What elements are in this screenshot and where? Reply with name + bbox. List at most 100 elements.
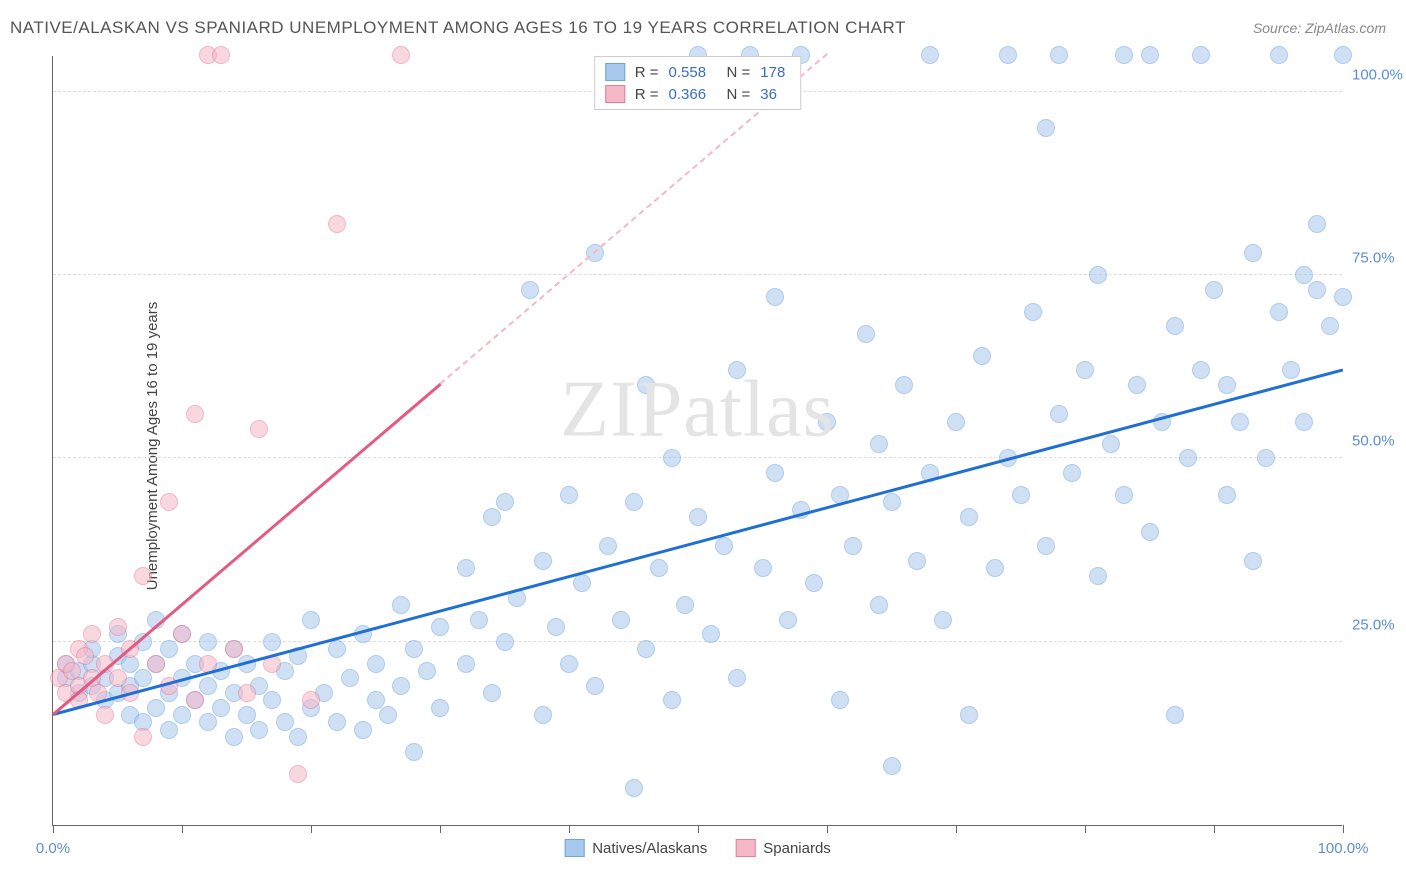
data-point [1179, 449, 1197, 467]
legend-item: Natives/Alaskans [564, 839, 707, 857]
gridline [53, 457, 1342, 458]
legend-row: R =0.366N =36 [605, 83, 791, 105]
x-tick [53, 825, 54, 833]
data-point [1089, 266, 1107, 284]
data-point [728, 361, 746, 379]
data-point [405, 640, 423, 658]
data-point [844, 537, 862, 555]
legend-r-label: R = [635, 86, 659, 103]
data-point [586, 677, 604, 695]
data-point [612, 611, 630, 629]
data-point [1012, 486, 1030, 504]
data-point [160, 640, 178, 658]
data-point [250, 721, 268, 739]
legend-n-value: 36 [760, 86, 790, 103]
y-tick-label: 75.0% [1352, 250, 1406, 267]
data-point [870, 596, 888, 614]
chart-header: NATIVE/ALASKAN VS SPANIARD UNEMPLOYMENT … [10, 18, 1386, 38]
data-point [457, 559, 475, 577]
data-point [831, 691, 849, 709]
data-point [212, 46, 230, 64]
scatter-plot: ZIPatlas R =0.558N =178R =0.366N =36 Nat… [52, 56, 1342, 826]
data-point [973, 347, 991, 365]
data-point [1024, 303, 1042, 321]
legend-n-label: N = [727, 86, 751, 103]
data-point [702, 625, 720, 643]
data-point [960, 706, 978, 724]
data-point [457, 655, 475, 673]
data-point [186, 405, 204, 423]
data-point [766, 288, 784, 306]
data-point [289, 728, 307, 746]
data-point [908, 552, 926, 570]
x-tick-label: 0.0% [36, 840, 70, 857]
trend-line [53, 368, 1344, 715]
data-point [147, 699, 165, 717]
data-point [238, 684, 256, 702]
data-point [1102, 435, 1120, 453]
y-tick-label: 50.0% [1352, 433, 1406, 450]
data-point [663, 691, 681, 709]
data-point [728, 669, 746, 687]
data-point [1244, 552, 1262, 570]
data-point [134, 567, 152, 585]
x-tick [569, 825, 570, 833]
data-point [676, 596, 694, 614]
data-point [1308, 281, 1326, 299]
data-point [225, 640, 243, 658]
data-point [560, 486, 578, 504]
data-point [302, 611, 320, 629]
data-point [1089, 567, 1107, 585]
gridline [53, 641, 1342, 642]
data-point [1076, 361, 1094, 379]
data-point [883, 493, 901, 511]
data-point [483, 684, 501, 702]
data-point [895, 376, 913, 394]
data-point [1270, 46, 1288, 64]
data-point [870, 435, 888, 453]
series-legend: Natives/AlaskansSpaniards [564, 839, 831, 857]
legend-r-value: 0.558 [669, 64, 717, 81]
data-point [1128, 376, 1146, 394]
data-point [341, 669, 359, 687]
chart-source: Source: ZipAtlas.com [1253, 20, 1386, 36]
y-tick-label: 25.0% [1352, 616, 1406, 633]
data-point [483, 508, 501, 526]
data-point [625, 493, 643, 511]
data-point [1063, 464, 1081, 482]
data-point [83, 625, 101, 643]
data-point [418, 662, 436, 680]
legend-swatch [564, 839, 584, 857]
data-point [496, 493, 514, 511]
legend-row: R =0.558N =178 [605, 61, 791, 83]
data-point [199, 713, 217, 731]
data-point [328, 713, 346, 731]
correlation-legend: R =0.558N =178R =0.366N =36 [594, 56, 802, 110]
data-point [96, 706, 114, 724]
x-tick [1214, 825, 1215, 833]
data-point [470, 611, 488, 629]
data-point [431, 618, 449, 636]
data-point [857, 325, 875, 343]
data-point [534, 552, 552, 570]
data-point [547, 618, 565, 636]
data-point [160, 493, 178, 511]
legend-n-label: N = [727, 64, 751, 81]
data-point [1050, 46, 1068, 64]
data-point [1295, 266, 1313, 284]
data-point [496, 633, 514, 651]
data-point [521, 281, 539, 299]
data-point [625, 779, 643, 797]
data-point [1192, 361, 1210, 379]
data-point [354, 721, 372, 739]
x-tick [1085, 825, 1086, 833]
data-point [960, 508, 978, 526]
data-point [276, 713, 294, 731]
data-point [650, 559, 668, 577]
x-tick-label: 100.0% [1318, 840, 1369, 857]
data-point [689, 508, 707, 526]
data-point [405, 743, 423, 761]
data-point [1321, 317, 1339, 335]
data-point [947, 413, 965, 431]
watermark: ZIPatlas [560, 364, 835, 455]
